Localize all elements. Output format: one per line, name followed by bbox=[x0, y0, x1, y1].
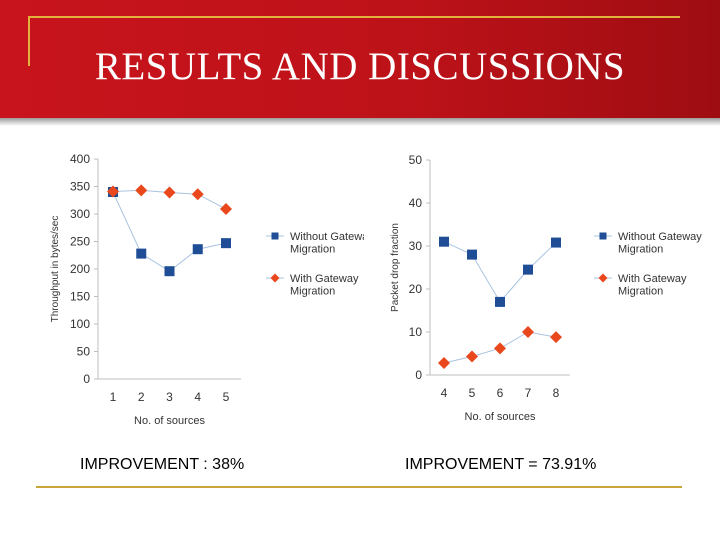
packetdrop-point-diamond bbox=[438, 356, 450, 369]
banner-shadow bbox=[0, 118, 720, 126]
throughput-y-tick-label: 100 bbox=[70, 317, 90, 331]
packetdrop-y-tick-label: 10 bbox=[409, 325, 423, 339]
throughput-y-tick-label: 200 bbox=[70, 262, 90, 276]
throughput-chart-svg: 0 50 100 150 200 250 300 350 400 1 2 3 4 5 No. of sour… bbox=[44, 140, 364, 440]
packet-drop-chart-svg: 0 10 20 30 40 50 4 5 6 7 8 No. of sources Packet dro… bbox=[386, 140, 706, 440]
throughput-point-diamond bbox=[107, 185, 119, 198]
throughput-y-tick-label: 0 bbox=[83, 372, 90, 386]
packetdrop-y-tick-label: 50 bbox=[409, 153, 423, 167]
packetdrop-x-tick-label: 5 bbox=[469, 386, 476, 400]
throughput-y-tick-label: 150 bbox=[70, 290, 90, 304]
packetdrop-point-diamond bbox=[466, 350, 478, 363]
throughput-point-square bbox=[164, 266, 175, 277]
packetdrop-legend-marker-square bbox=[599, 232, 607, 240]
packetdrop-x-tick-label: 8 bbox=[553, 386, 560, 400]
improvement-right-label: IMPROVEMENT = 73.91% bbox=[405, 456, 597, 473]
throughput-y-tick-label: 50 bbox=[77, 345, 91, 359]
throughput-y-tick-label: 400 bbox=[70, 152, 90, 166]
packetdrop-point-diamond bbox=[522, 326, 534, 338]
packetdrop-legend-text: With Gateway bbox=[618, 273, 687, 285]
packetdrop-legend-marker-diamond bbox=[598, 273, 608, 283]
throughput-point-square bbox=[136, 248, 147, 259]
packetdrop-point-diamond bbox=[494, 342, 506, 355]
improvement-left-label: IMPROVEMENT : 38% bbox=[80, 456, 245, 473]
packetdrop-y-tick-label: 30 bbox=[409, 239, 423, 253]
packetdrop-point-square bbox=[523, 264, 533, 275]
throughput-point-diamond bbox=[163, 186, 176, 199]
throughput-x-axis-label: No. of sources bbox=[134, 415, 205, 427]
bottom-divider bbox=[36, 486, 682, 488]
throughput-x-tick-label: 5 bbox=[223, 390, 230, 404]
throughput-point-diamond bbox=[191, 188, 204, 201]
packetdrop-y-tick-label: 40 bbox=[409, 196, 423, 210]
throughput-x-tick-label: 2 bbox=[138, 390, 145, 404]
throughput-x-tick-label: 3 bbox=[166, 390, 173, 404]
throughput-legend-text: Migration bbox=[290, 244, 335, 256]
throughput-legend-marker-diamond bbox=[270, 273, 280, 283]
throughput-legend-marker-square bbox=[271, 232, 279, 240]
packetdrop-point-square bbox=[551, 237, 561, 248]
throughput-legend-text: Migration bbox=[290, 286, 335, 298]
packetdrop-y-tick-label: 0 bbox=[415, 368, 422, 382]
throughput-point-square bbox=[221, 238, 231, 249]
throughput-y-axis-label: Throughput in bytes/sec bbox=[50, 216, 61, 323]
packetdrop-x-tick-label: 6 bbox=[497, 386, 504, 400]
throughput-x-tick-label: 4 bbox=[194, 390, 201, 404]
packetdrop-x-axis-label: No. of sources bbox=[465, 411, 536, 423]
packetdrop-legend-text: Migration bbox=[618, 244, 663, 256]
throughput-legend-text: With Gateway bbox=[290, 273, 359, 285]
slide-title: RESULTS AND DISCUSSIONS bbox=[94, 45, 626, 88]
throughput-y-tick-label: 350 bbox=[70, 180, 90, 194]
throughput-series-line-0 bbox=[112, 191, 227, 272]
throughput-legend-text: Without Gateway bbox=[290, 231, 364, 243]
throughput-point-square bbox=[192, 244, 203, 255]
packetdrop-x-tick-label: 7 bbox=[525, 386, 532, 400]
packetdrop-series-line-0 bbox=[443, 241, 557, 303]
packetdrop-x-tick-label: 4 bbox=[441, 386, 448, 400]
throughput-point-diamond bbox=[135, 184, 148, 197]
throughput-x-tick-label: 1 bbox=[110, 390, 117, 404]
throughput-point-diamond bbox=[220, 203, 232, 216]
packetdrop-y-axis-label: Packet drop fraction bbox=[390, 223, 401, 312]
packetdrop-y-tick-label: 20 bbox=[409, 282, 423, 296]
packetdrop-legend-text: Migration bbox=[618, 286, 663, 298]
packetdrop-point-square bbox=[439, 236, 449, 247]
title-banner bbox=[0, 0, 720, 118]
packetdrop-point-diamond bbox=[550, 331, 562, 344]
packetdrop-legend-text: Without Gateway bbox=[618, 231, 702, 243]
gold-accent-vertical bbox=[28, 16, 30, 66]
gold-accent-horizontal bbox=[28, 16, 680, 18]
packetdrop-point-square bbox=[495, 296, 505, 307]
throughput-y-tick-label: 300 bbox=[70, 207, 90, 221]
throughput-y-tick-label: 250 bbox=[70, 235, 90, 249]
packetdrop-point-square bbox=[467, 249, 477, 260]
